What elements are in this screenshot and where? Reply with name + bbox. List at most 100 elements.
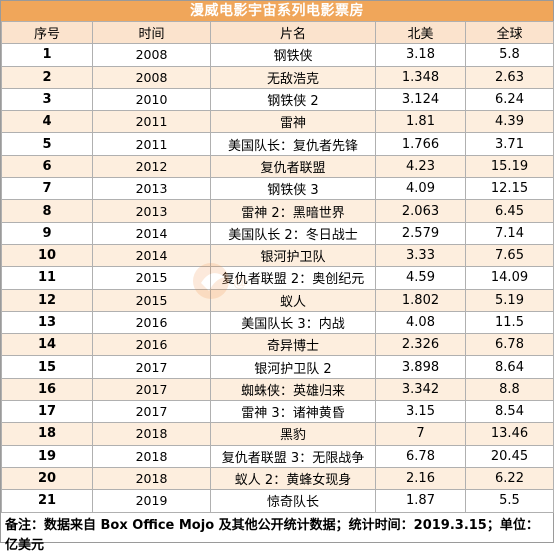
header-global: 全球 bbox=[465, 20, 554, 45]
cell-global: 6.45 bbox=[465, 199, 554, 223]
cell-north-america: 1.802 bbox=[375, 288, 466, 312]
cell-index: 17 bbox=[1, 400, 93, 424]
table-row: 8 2013 雷神 2：黑暗世界 2.063 6.45 bbox=[1, 199, 554, 223]
cell-index: 15 bbox=[1, 355, 93, 379]
cell-index: 2 bbox=[1, 65, 93, 89]
cell-year: 2016 bbox=[92, 333, 211, 357]
cell-year: 2015 bbox=[92, 266, 211, 290]
table-row: 1 2008 钢铁侠 3.18 5.8 bbox=[1, 43, 554, 67]
cell-index: 8 bbox=[1, 199, 93, 223]
cell-film: 雷神 3：诸神黄昏 bbox=[210, 400, 376, 424]
table-row: 9 2014 美国队长 2：冬日战士 2.579 7.14 bbox=[1, 221, 554, 245]
table-body: 1 2008 钢铁侠 3.18 5.8 2 2008 无敌浩克 1.348 2.63 3 2010 钢铁… bbox=[1, 43, 554, 513]
cell-year: 2014 bbox=[92, 221, 211, 245]
cell-index: 12 bbox=[1, 288, 93, 312]
cell-index: 18 bbox=[1, 422, 93, 446]
cell-global: 5.5 bbox=[465, 489, 554, 513]
cell-film: 奇异博士 bbox=[210, 333, 376, 357]
table-row: 3 2010 钢铁侠 2 3.124 6.24 bbox=[1, 87, 554, 112]
table-row: 13 2016 美国队长 3：内战 4.08 11.5 bbox=[1, 310, 554, 335]
cell-index: 16 bbox=[1, 377, 93, 402]
cell-film: 无敌浩克 bbox=[210, 65, 376, 89]
cell-year: 2013 bbox=[92, 199, 211, 223]
table-row: 11 2015 复仇者联盟 2：奥创纪元 4.59 14.09 bbox=[1, 266, 554, 290]
cell-film: 美国队长：复仇者先锋 bbox=[210, 132, 376, 156]
cell-film: 钢铁侠 3 bbox=[210, 177, 376, 201]
cell-north-america: 7 bbox=[375, 422, 466, 446]
cell-film: 美国队长 2：冬日战士 bbox=[210, 221, 376, 245]
header-north-america: 北美 bbox=[375, 20, 466, 45]
cell-year: 2011 bbox=[92, 132, 211, 156]
header-film: 片名 bbox=[210, 20, 376, 45]
cell-index: 7 bbox=[1, 177, 93, 201]
cell-north-america: 4.08 bbox=[375, 310, 466, 335]
cell-film: 美国队长 3：内战 bbox=[210, 310, 376, 335]
cell-film: 复仇者联盟 2：奥创纪元 bbox=[210, 266, 376, 290]
cell-film: 复仇者联盟 3：无限战争 bbox=[210, 444, 376, 468]
cell-index: 11 bbox=[1, 266, 93, 290]
cell-index: 6 bbox=[1, 154, 93, 179]
cell-year: 2018 bbox=[92, 422, 211, 446]
cell-north-america: 4.59 bbox=[375, 266, 466, 290]
cell-global: 20.45 bbox=[465, 444, 554, 468]
cell-film: 复仇者联盟 bbox=[210, 154, 376, 179]
cell-north-america: 3.33 bbox=[375, 243, 466, 268]
table-row: 19 2018 复仇者联盟 3：无限战争 6.78 20.45 bbox=[1, 444, 554, 468]
cell-index: 1 bbox=[1, 43, 93, 67]
table-row: 21 2019 惊奇队长 1.87 5.5 bbox=[1, 489, 554, 513]
cell-global: 8.54 bbox=[465, 400, 554, 424]
cell-film: 雷神 2：黑暗世界 bbox=[210, 199, 376, 223]
header-index: 序号 bbox=[1, 20, 93, 45]
cell-north-america: 2.326 bbox=[375, 333, 466, 357]
cell-index: 4 bbox=[1, 110, 93, 134]
cell-global: 5.8 bbox=[465, 43, 554, 67]
table-row: 16 2017 蜘蛛侠：英雄归来 3.342 8.8 bbox=[1, 377, 554, 402]
cell-film: 雷神 bbox=[210, 110, 376, 134]
table-row: 2 2008 无敌浩克 1.348 2.63 bbox=[1, 65, 554, 89]
cell-north-america: 3.898 bbox=[375, 355, 466, 379]
cell-index: 5 bbox=[1, 132, 93, 156]
cell-north-america: 2.063 bbox=[375, 199, 466, 223]
cell-year: 2019 bbox=[92, 489, 211, 513]
cell-year: 2017 bbox=[92, 400, 211, 424]
cell-film: 黑豹 bbox=[210, 422, 376, 446]
cell-year: 2008 bbox=[92, 65, 211, 89]
cell-year: 2012 bbox=[92, 154, 211, 179]
cell-global: 13.46 bbox=[465, 422, 554, 446]
cell-film: 蜘蛛侠：英雄归来 bbox=[210, 377, 376, 402]
cell-north-america: 6.78 bbox=[375, 444, 466, 468]
table-row: 12 2015 蚁人 1.802 5.19 bbox=[1, 288, 554, 312]
table-title: 漫威电影宇宙系列电影票房 bbox=[1, 1, 553, 21]
cell-year: 2018 bbox=[92, 466, 211, 491]
cell-year: 2011 bbox=[92, 110, 211, 134]
cell-global: 4.39 bbox=[465, 110, 554, 134]
cell-global: 3.71 bbox=[465, 132, 554, 156]
cell-north-america: 3.15 bbox=[375, 400, 466, 424]
cell-global: 14.09 bbox=[465, 266, 554, 290]
table-row: 20 2018 蚁人 2：黄蜂女现身 2.16 6.22 bbox=[1, 466, 554, 491]
cell-north-america: 2.16 bbox=[375, 466, 466, 491]
cell-index: 13 bbox=[1, 310, 93, 335]
cell-year: 2016 bbox=[92, 310, 211, 335]
cell-global: 6.78 bbox=[465, 333, 554, 357]
header-row: 序号 时间 片名 北美 全球 bbox=[1, 20, 554, 45]
table-row: 18 2018 黑豹 7 13.46 bbox=[1, 422, 554, 446]
cell-year: 2010 bbox=[92, 87, 211, 112]
table-row: 6 2012 复仇者联盟 4.23 15.19 bbox=[1, 154, 554, 179]
footnote: 备注：数据来自 Box Office Mojo 及其他公开统计数据；统计时间：2… bbox=[5, 517, 539, 553]
table-row: 4 2011 雷神 1.81 4.39 bbox=[1, 110, 554, 134]
cell-year: 2017 bbox=[92, 355, 211, 379]
cell-global: 11.5 bbox=[465, 310, 554, 335]
cell-film: 银河护卫队 bbox=[210, 243, 376, 268]
cell-film: 钢铁侠 bbox=[210, 43, 376, 67]
cell-index: 19 bbox=[1, 444, 93, 468]
cell-global: 2.63 bbox=[465, 65, 554, 89]
cell-global: 8.64 bbox=[465, 355, 554, 379]
cell-north-america: 4.09 bbox=[375, 177, 466, 201]
cell-north-america: 3.342 bbox=[375, 377, 466, 402]
header-year: 时间 bbox=[92, 20, 211, 45]
cell-year: 2013 bbox=[92, 177, 211, 201]
cell-north-america: 1.87 bbox=[375, 489, 466, 513]
cell-north-america: 1.81 bbox=[375, 110, 466, 134]
cell-index: 3 bbox=[1, 87, 93, 112]
